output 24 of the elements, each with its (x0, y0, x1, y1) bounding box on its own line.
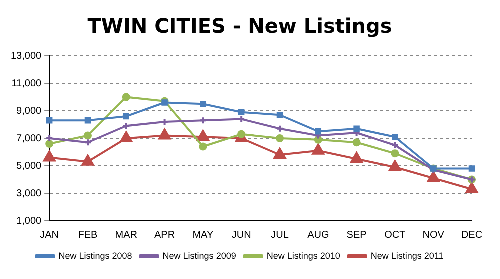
x-tick-label: OCT (384, 230, 406, 241)
y-tick-label: 3,000 (16, 188, 42, 200)
x-tick-label: AUG (308, 230, 330, 241)
y-tick-label: 13,000 (10, 50, 42, 62)
x-tick-label: DEC (461, 230, 483, 241)
x-tick-label: SEP (346, 230, 368, 241)
y-tick-label: 11,000 (12, 78, 42, 90)
legend-label: New Listings 2011 (370, 250, 444, 261)
legend-label: New Listings 2008 (58, 250, 132, 261)
x-tick-label: NOV (422, 230, 445, 241)
y-tick-label: 7,000 (16, 133, 42, 144)
y-tick-label: 1,000 (16, 216, 42, 227)
y-tick-label: 9,000 (16, 106, 42, 117)
chart-title: TWIN CITIES - New Listings (88, 14, 392, 38)
x-tick-label: JUL (271, 230, 290, 241)
x-tick-label: JUN (232, 230, 252, 241)
x-tick-label: JAN (40, 230, 60, 241)
x-tick-label: MAR (115, 230, 138, 241)
x-tick-label: MAY (192, 230, 214, 241)
x-tick-label: FEB (78, 230, 98, 241)
x-tick-label: APR (154, 230, 176, 241)
y-tick-label: 5,000 (16, 160, 42, 172)
legend-label: New Listings 2010 (266, 250, 340, 261)
legend-label: New Listings 2009 (162, 250, 236, 261)
